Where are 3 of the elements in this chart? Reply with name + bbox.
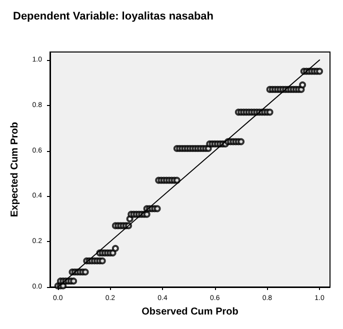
y-axis-title: Expected Cum Prob <box>10 122 20 218</box>
x-axis-title: Observed Cum Prob <box>142 306 238 318</box>
chart-title: Dependent Variable: loyalitas nasabah <box>13 10 214 22</box>
